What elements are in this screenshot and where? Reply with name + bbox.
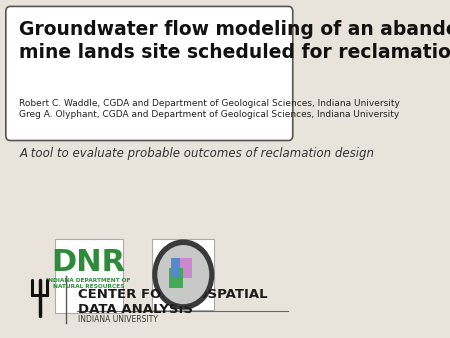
Circle shape (156, 244, 211, 306)
Polygon shape (171, 258, 180, 278)
Text: CENTER FOR GEOSPATIAL
DATA ANALYSIS: CENTER FOR GEOSPATIAL DATA ANALYSIS (78, 288, 268, 316)
FancyBboxPatch shape (152, 239, 214, 310)
Text: DNR: DNR (52, 248, 126, 277)
Text: Groundwater flow modeling of an abandoned
mine lands site scheduled for reclamat: Groundwater flow modeling of an abandone… (19, 20, 450, 62)
Text: A tool to evaluate probable outcomes of reclamation design: A tool to evaluate probable outcomes of … (19, 147, 374, 160)
Text: Greg A. Olyphant, CGDA and Department of Geological Sciences, Indiana University: Greg A. Olyphant, CGDA and Department of… (19, 110, 400, 119)
Polygon shape (168, 268, 183, 288)
FancyBboxPatch shape (6, 6, 293, 141)
Text: Robert C. Waddle, CGDA and Department of Geological Sciences, Indiana University: Robert C. Waddle, CGDA and Department of… (19, 99, 400, 107)
Text: INDIANA DEPARTMENT OF
NATURAL RESOURCES: INDIANA DEPARTMENT OF NATURAL RESOURCES (46, 278, 131, 289)
Circle shape (152, 239, 214, 310)
FancyBboxPatch shape (54, 239, 123, 313)
Polygon shape (180, 258, 192, 278)
Text: INDIANA UNIVERSITY: INDIANA UNIVERSITY (78, 315, 158, 324)
